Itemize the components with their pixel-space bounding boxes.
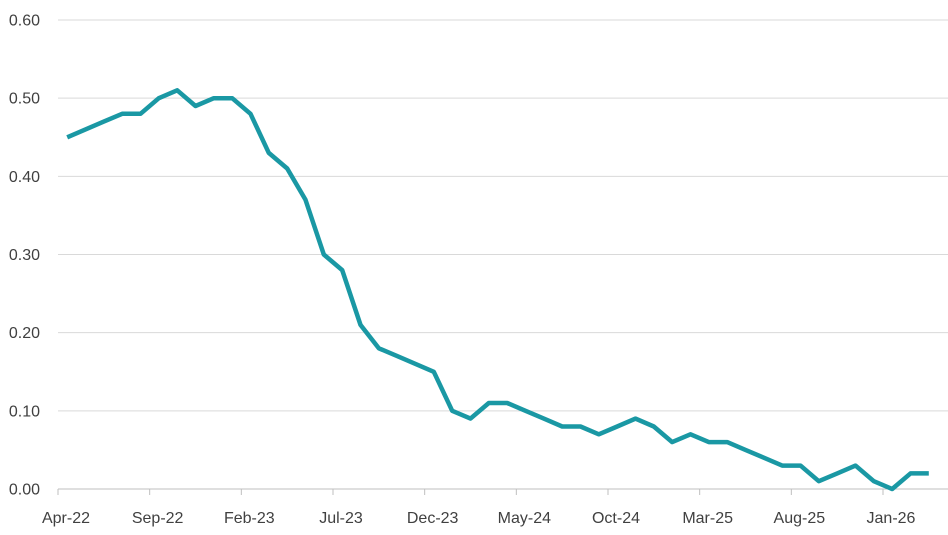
y-axis-tick-labels: 0.00 0.10 0.20 0.30 0.40 0.50 0.60	[9, 13, 40, 499]
y-tick-label-3: 0.30	[9, 247, 40, 264]
x-tick-label-4: Dec-23	[407, 510, 459, 527]
y-tick-label-0: 0.00	[9, 482, 40, 499]
y-tick-label-2: 0.20	[9, 325, 40, 342]
x-tick-label-6: Oct-24	[592, 510, 640, 527]
x-axis	[57, 488, 948, 495]
gridlines	[58, 19, 948, 412]
x-tick-label-0: Apr-22	[42, 510, 90, 527]
x-tick-label-7: Mar-25	[682, 510, 733, 527]
series-group	[66, 88, 929, 492]
y-tick-label-5: 0.50	[9, 91, 40, 108]
y-tick-label-6: 0.60	[9, 13, 40, 30]
y-tick-label-1: 0.10	[9, 403, 40, 420]
x-tick-label-2: Feb-23	[224, 510, 275, 527]
y-tick-label-4: 0.40	[9, 169, 40, 186]
x-tick-label-8: Aug-25	[774, 510, 826, 527]
x-tick-label-3: Jul-23	[319, 510, 363, 527]
x-axis-tick-labels: Apr-22 Sep-22 Feb-23 Jul-23 Dec-23 May-24 Oct-…	[42, 510, 916, 527]
x-tick-label-9: Jan-26	[867, 510, 916, 527]
series-line-0	[66, 88, 929, 492]
x-tick-label-1: Sep-22	[132, 510, 184, 527]
x-tick-label-5: May-24	[498, 510, 551, 527]
